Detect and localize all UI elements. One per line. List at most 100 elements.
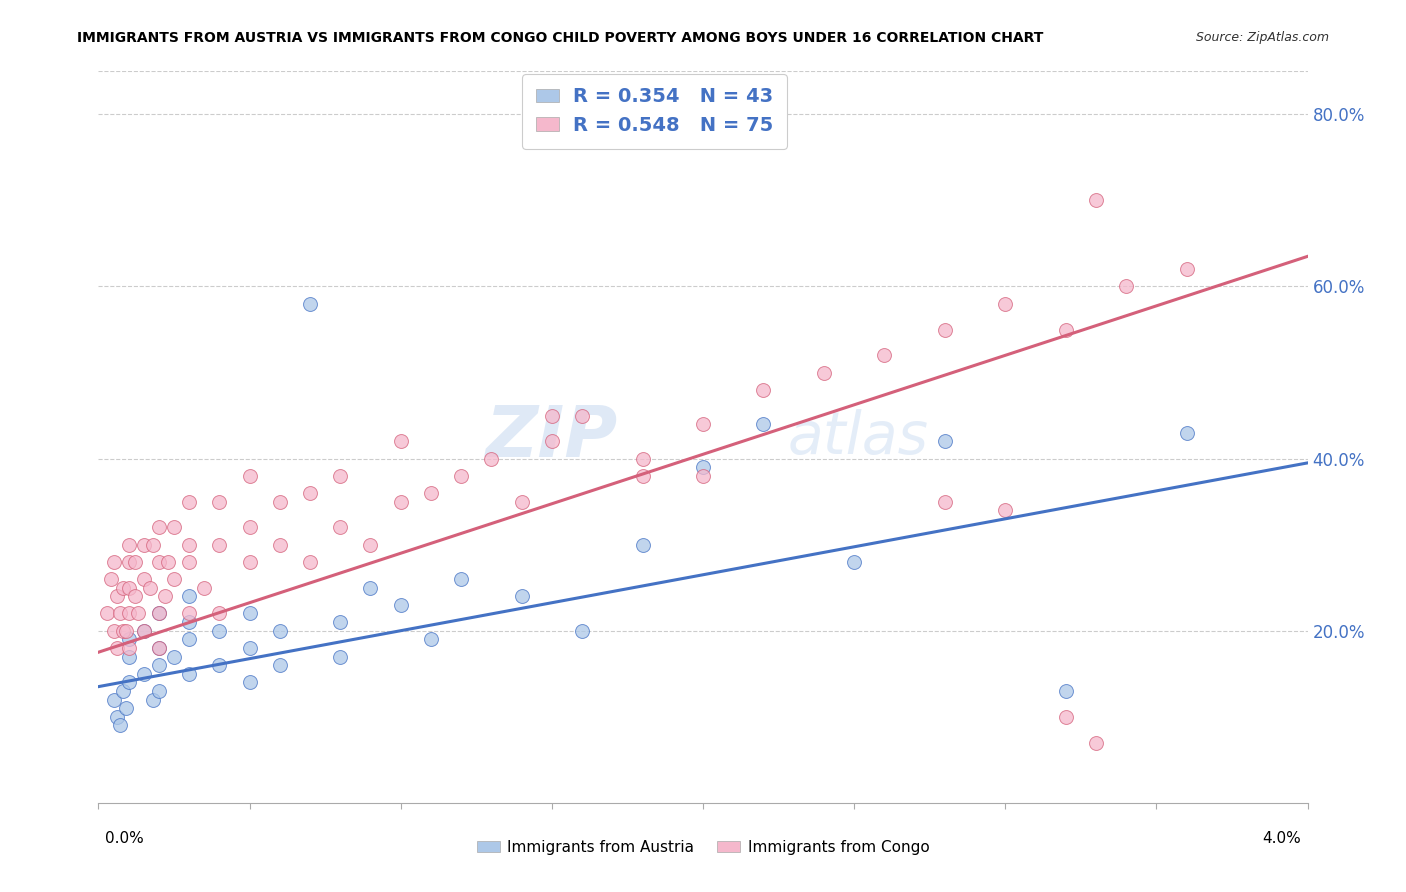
Point — [844, 555, 866, 569]
Point — [571, 624, 593, 638]
Point — [108, 607, 131, 621]
Point — [208, 607, 231, 621]
Point — [1054, 684, 1077, 698]
Point — [239, 555, 262, 569]
Point — [540, 434, 562, 449]
Point — [1175, 425, 1198, 440]
Text: 4.0%: 4.0% — [1261, 831, 1301, 846]
Point — [179, 615, 201, 629]
Point — [329, 649, 352, 664]
Point — [114, 624, 136, 638]
Point — [179, 607, 201, 621]
Text: 0.0%: 0.0% — [105, 831, 145, 846]
Point — [108, 718, 131, 732]
Point — [132, 624, 155, 638]
Point — [450, 572, 472, 586]
Point — [420, 632, 443, 647]
Point — [132, 572, 155, 586]
Point — [269, 538, 291, 552]
Point — [111, 581, 134, 595]
Point — [179, 538, 201, 552]
Point — [179, 494, 201, 508]
Point — [1175, 262, 1198, 277]
Point — [299, 486, 322, 500]
Point — [631, 538, 654, 552]
Point — [1085, 194, 1108, 208]
Text: atlas: atlas — [787, 409, 928, 466]
Point — [208, 494, 231, 508]
Point — [156, 555, 179, 569]
Point — [118, 538, 141, 552]
Legend: Immigrants from Austria, Immigrants from Congo: Immigrants from Austria, Immigrants from… — [471, 834, 935, 861]
Point — [148, 684, 170, 698]
Point — [148, 520, 170, 534]
Point — [153, 589, 176, 603]
Point — [1054, 322, 1077, 336]
Point — [132, 666, 155, 681]
Point — [179, 555, 201, 569]
Point — [105, 589, 128, 603]
Text: IMMIGRANTS FROM AUSTRIA VS IMMIGRANTS FROM CONGO CHILD POVERTY AMONG BOYS UNDER : IMMIGRANTS FROM AUSTRIA VS IMMIGRANTS FR… — [77, 31, 1043, 45]
Point — [208, 658, 231, 673]
Text: ZIP: ZIP — [486, 402, 619, 472]
Point — [692, 417, 714, 432]
Point — [631, 451, 654, 466]
Point — [114, 701, 136, 715]
Point — [105, 710, 128, 724]
Point — [299, 555, 322, 569]
Point — [239, 607, 262, 621]
Point — [360, 538, 382, 552]
Point — [118, 581, 141, 595]
Point — [105, 640, 128, 655]
Point — [148, 607, 170, 621]
Text: Source: ZipAtlas.com: Source: ZipAtlas.com — [1195, 31, 1329, 45]
Point — [148, 640, 170, 655]
Point — [329, 520, 352, 534]
Point — [540, 409, 562, 423]
Point — [111, 624, 134, 638]
Point — [179, 632, 201, 647]
Point — [148, 607, 170, 621]
Point — [148, 555, 170, 569]
Point — [96, 607, 118, 621]
Point — [389, 598, 412, 612]
Point — [1115, 279, 1137, 293]
Point — [142, 538, 165, 552]
Point — [100, 572, 122, 586]
Point — [103, 692, 125, 706]
Point — [269, 658, 291, 673]
Point — [118, 607, 141, 621]
Point — [1085, 735, 1108, 749]
Point — [299, 296, 322, 310]
Point — [103, 555, 125, 569]
Point — [934, 322, 956, 336]
Point — [389, 434, 412, 449]
Point — [118, 555, 141, 569]
Point — [118, 632, 141, 647]
Point — [510, 494, 533, 508]
Point — [239, 520, 262, 534]
Point — [510, 589, 533, 603]
Point — [118, 649, 141, 664]
Point — [269, 624, 291, 638]
Point — [118, 675, 141, 690]
Point — [132, 624, 155, 638]
Point — [481, 451, 503, 466]
Point — [239, 468, 262, 483]
Point — [163, 572, 186, 586]
Point — [163, 649, 186, 664]
Point — [127, 607, 149, 621]
Point — [571, 409, 593, 423]
Point — [148, 640, 170, 655]
Point — [193, 581, 215, 595]
Point — [1054, 710, 1077, 724]
Point — [239, 675, 262, 690]
Point — [124, 589, 146, 603]
Point — [179, 589, 201, 603]
Point — [934, 494, 956, 508]
Point — [142, 692, 165, 706]
Point — [420, 486, 443, 500]
Point — [329, 468, 352, 483]
Point — [813, 366, 835, 380]
Point — [329, 615, 352, 629]
